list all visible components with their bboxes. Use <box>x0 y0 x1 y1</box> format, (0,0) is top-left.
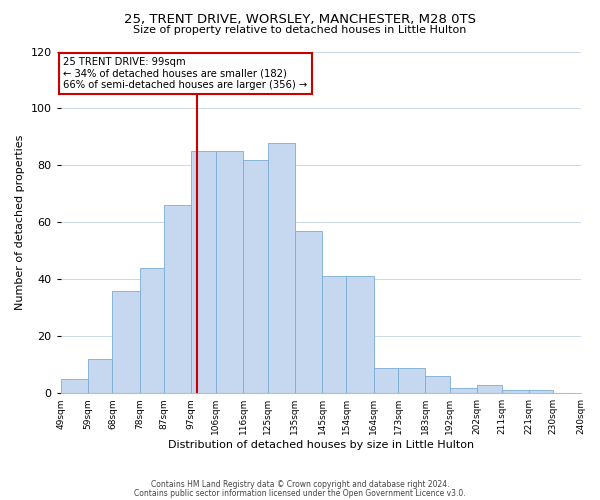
Bar <box>243 160 268 393</box>
Bar <box>88 359 112 393</box>
Text: Size of property relative to detached houses in Little Hulton: Size of property relative to detached ho… <box>133 25 467 35</box>
Bar <box>529 390 553 393</box>
Bar <box>425 376 450 393</box>
Bar <box>268 142 295 393</box>
Bar <box>164 206 191 393</box>
Bar <box>477 384 502 393</box>
Bar <box>295 231 322 393</box>
Bar <box>398 368 425 393</box>
Bar <box>374 368 398 393</box>
X-axis label: Distribution of detached houses by size in Little Hulton: Distribution of detached houses by size … <box>167 440 473 450</box>
Bar <box>61 379 88 393</box>
Bar <box>140 268 164 393</box>
Text: Contains HM Land Registry data © Crown copyright and database right 2024.: Contains HM Land Registry data © Crown c… <box>151 480 449 489</box>
Bar <box>346 276 374 393</box>
Bar <box>581 388 600 393</box>
Bar <box>322 276 346 393</box>
Text: 25, TRENT DRIVE, WORSLEY, MANCHESTER, M28 0TS: 25, TRENT DRIVE, WORSLEY, MANCHESTER, M2… <box>124 12 476 26</box>
Bar <box>112 290 140 393</box>
Bar <box>502 390 529 393</box>
Bar <box>216 151 243 393</box>
Text: 25 TRENT DRIVE: 99sqm
← 34% of detached houses are smaller (182)
66% of semi-det: 25 TRENT DRIVE: 99sqm ← 34% of detached … <box>64 57 308 90</box>
Bar <box>191 151 216 393</box>
Bar <box>450 388 477 393</box>
Text: Contains public sector information licensed under the Open Government Licence v3: Contains public sector information licen… <box>134 488 466 498</box>
Y-axis label: Number of detached properties: Number of detached properties <box>15 134 25 310</box>
